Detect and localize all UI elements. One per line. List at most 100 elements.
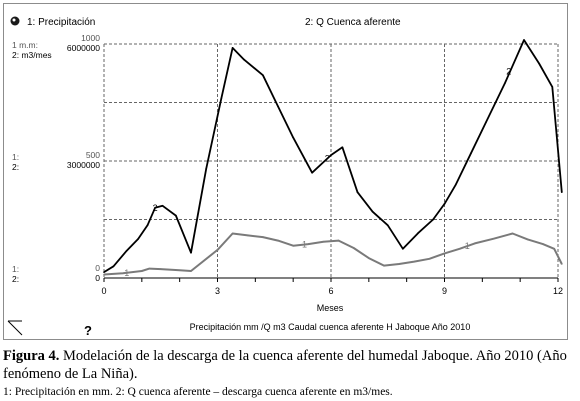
axis-unit-mid-series2: 2: xyxy=(12,162,19,172)
series-2-point xyxy=(443,203,446,205)
series-2-point xyxy=(485,121,487,123)
series-2-point xyxy=(455,183,457,186)
series-2-point xyxy=(231,47,234,49)
axis-unit-bot-series1: 1: xyxy=(12,264,19,274)
series-1-point xyxy=(383,264,385,267)
series-2-point xyxy=(190,251,192,254)
caption-note: 1: Precipitación en mm. 2: Q cuenca afer… xyxy=(3,386,393,398)
series-1-point xyxy=(368,257,370,259)
axis-unit-bot-series2: 2: xyxy=(12,274,19,284)
series-1-point xyxy=(307,243,310,245)
chart-frame xyxy=(3,3,568,340)
series-2-point xyxy=(386,224,389,227)
legend-series1: 1: Precipitación xyxy=(10,16,95,28)
series-line-label-1: 1 xyxy=(124,268,129,278)
series-1-point xyxy=(277,239,279,242)
corner-page-icon xyxy=(7,320,23,336)
series-2-point xyxy=(175,214,177,217)
series-2-point xyxy=(154,207,156,209)
y-tick-label-series2: 3000000 xyxy=(67,160,100,170)
series-1-point xyxy=(262,236,264,238)
series-2-point xyxy=(137,238,139,240)
series-1-point xyxy=(428,258,431,260)
series-line-2 xyxy=(103,39,563,273)
series-1-point xyxy=(141,270,143,272)
series-2-point xyxy=(341,146,344,149)
series-1-point xyxy=(511,232,514,235)
series-line-label-2: 2 xyxy=(506,66,511,76)
series-1-point xyxy=(159,268,162,270)
help-icon[interactable]: ? xyxy=(84,323,92,338)
series-2-point xyxy=(356,191,359,193)
x-tick-label: 12 xyxy=(553,286,563,296)
series-1-point xyxy=(473,242,476,245)
series-2-point xyxy=(560,191,563,193)
series-1-point xyxy=(553,247,556,250)
axis-unit-mid-series1: 1: xyxy=(12,152,19,162)
series-1-point xyxy=(560,263,563,265)
grid xyxy=(103,43,559,279)
series-line-1 xyxy=(103,232,563,276)
series-2-point xyxy=(292,136,294,139)
series-1-point xyxy=(148,267,151,270)
axis-unit-series1: 1 m.m: xyxy=(12,40,38,50)
series-2-point xyxy=(161,205,164,207)
series-2-point xyxy=(262,74,264,76)
series-2-point xyxy=(125,249,128,252)
series-2-point xyxy=(371,210,374,213)
series-2-point xyxy=(146,224,149,227)
series-1-point xyxy=(542,243,544,245)
series-line-label-2: 2 xyxy=(153,203,158,213)
series-1-point xyxy=(103,273,105,276)
figure-caption: Figura 4. Modelación de la descarga de l… xyxy=(3,347,575,383)
series-points: 1 1 1 2 2 2 xyxy=(103,39,563,278)
series-2-point xyxy=(551,86,554,88)
caption-text: Modelación de la descarga de la cuenca a… xyxy=(3,348,567,382)
series-1-point xyxy=(216,249,219,251)
series-1-point xyxy=(492,237,495,240)
chart-title: Precipitación mm /Q m3 Caudal cuenca afe… xyxy=(190,322,471,332)
x-axis-label: Meses xyxy=(317,303,344,313)
series-1-point xyxy=(178,269,181,272)
series-1-point xyxy=(337,239,340,242)
series-1-point xyxy=(352,247,355,249)
y-tick-label-series2: 0 xyxy=(95,273,100,283)
y-tick-label-series2: 6000000 xyxy=(67,43,100,53)
series-1-point xyxy=(413,260,416,263)
series-1-point xyxy=(398,263,400,265)
series-1-point xyxy=(458,247,461,250)
series-2-point xyxy=(523,39,525,41)
x-tick-label: 0 xyxy=(101,286,106,296)
series-line-label-1: 1 xyxy=(302,239,307,249)
series-1-point xyxy=(526,238,529,241)
y-tick-label-series1: 1000 xyxy=(81,33,100,43)
series-2-point xyxy=(243,58,245,61)
x-tick-label: 3 xyxy=(215,286,220,296)
legend-label-series1: 1: Precipitación xyxy=(27,17,95,28)
series-1-point xyxy=(443,252,446,255)
series-2-point xyxy=(220,97,223,100)
series-2-point xyxy=(432,218,434,221)
y-tick-label-series1: 0 xyxy=(95,263,100,273)
series-1-point xyxy=(246,234,249,237)
chart-svg: 1: Precipitación 2: Q Cuenca aferente 1 … xyxy=(7,16,563,338)
series-line-label-2: 2 xyxy=(325,154,330,164)
series-lines xyxy=(103,39,563,276)
series-1-point xyxy=(122,272,124,275)
series-2-point xyxy=(417,232,419,234)
series-2-point xyxy=(277,105,279,108)
x-tick-label: 6 xyxy=(328,286,333,296)
series-2-point xyxy=(402,247,404,250)
series-1-point xyxy=(190,270,192,272)
series-1-point xyxy=(292,244,294,247)
legend-label-series2: 2: Q Cuenca aferente xyxy=(305,17,401,28)
caption-label: Figura 4. xyxy=(3,348,60,364)
series-2-point xyxy=(205,168,207,170)
axis-unit-series2: 2: m3/mes xyxy=(12,50,52,60)
series-2-point xyxy=(504,82,506,84)
series-2-point xyxy=(311,171,313,174)
series-1-point xyxy=(231,232,234,235)
series-2-point xyxy=(103,271,105,273)
